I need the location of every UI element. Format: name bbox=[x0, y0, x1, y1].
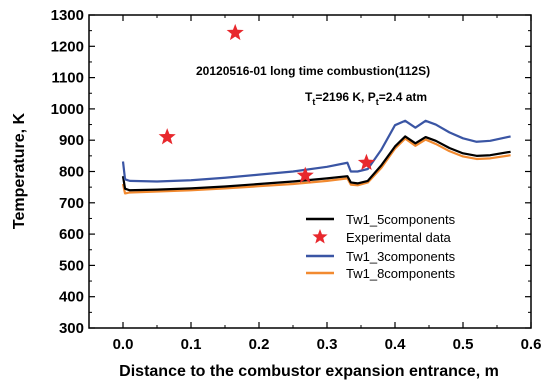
plot-frame bbox=[88, 14, 532, 329]
annotation-t-sub: t bbox=[312, 97, 315, 107]
y-tick-label: 400 bbox=[59, 289, 84, 306]
x-tick-label: 0.0 bbox=[113, 336, 134, 353]
x-tick-label: 0.4 bbox=[385, 336, 407, 353]
annotation-title: 20120516-01 long time combustion(112S) bbox=[196, 64, 430, 78]
annotation-p-value: =2.4 atm bbox=[379, 90, 427, 104]
series-line-tw1-3components bbox=[121, 119, 511, 183]
y-tick-label: 800 bbox=[59, 164, 84, 181]
plot-series bbox=[121, 23, 511, 195]
x-tick-label: 0.6 bbox=[521, 336, 542, 353]
legend-label-tw1-8components: Tw1_8components bbox=[346, 266, 456, 281]
data-point-experimental-data bbox=[357, 153, 375, 171]
x-axis-title: Distance to the combustor expansion entr… bbox=[119, 363, 499, 380]
data-point-experimental-data bbox=[226, 23, 244, 41]
y-tick-label: 500 bbox=[59, 257, 84, 274]
y-tick-label: 1100 bbox=[51, 70, 84, 87]
y-tick-label: 600 bbox=[59, 226, 84, 243]
data-point-experimental-data bbox=[296, 166, 314, 183]
series-line-tw1-5components bbox=[121, 135, 511, 192]
annotation-t-value: =2196 K, P bbox=[315, 90, 375, 104]
series-line-tw1-8components bbox=[121, 137, 511, 195]
y-axis-title: Temperature, K bbox=[11, 112, 28, 229]
y-tick-label: 1000 bbox=[51, 101, 84, 118]
x-tick-label: 0.1 bbox=[181, 336, 202, 353]
x-tick-label: 0.3 bbox=[317, 336, 338, 353]
data-point-experimental-data bbox=[158, 128, 176, 145]
annotation-p-sub: t bbox=[376, 97, 379, 107]
legend-label-tw1-5components: Tw1_5components bbox=[346, 212, 456, 227]
legend-swatch-experimental-data bbox=[312, 229, 328, 244]
x-tick-label: 0.5 bbox=[453, 336, 474, 353]
y-tick-label: 1200 bbox=[51, 38, 84, 55]
legend: Tw1_5components Experimental data Tw1_3c… bbox=[306, 212, 456, 281]
x-tick-label: 0.2 bbox=[249, 336, 270, 353]
y-tick-label: 700 bbox=[59, 195, 84, 212]
annotation-conditions: Tt=2196 K, Pt=2.4 atm bbox=[305, 90, 427, 107]
y-tick-label: 300 bbox=[59, 320, 84, 337]
legend-label-tw1-3components: Tw1_3components bbox=[346, 249, 456, 264]
legend-label-experimental-data: Experimental data bbox=[346, 230, 452, 245]
y-tick-label: 900 bbox=[59, 132, 84, 149]
y-tick-label: 1300 bbox=[51, 7, 84, 24]
annotation-t-main: T bbox=[305, 90, 313, 104]
